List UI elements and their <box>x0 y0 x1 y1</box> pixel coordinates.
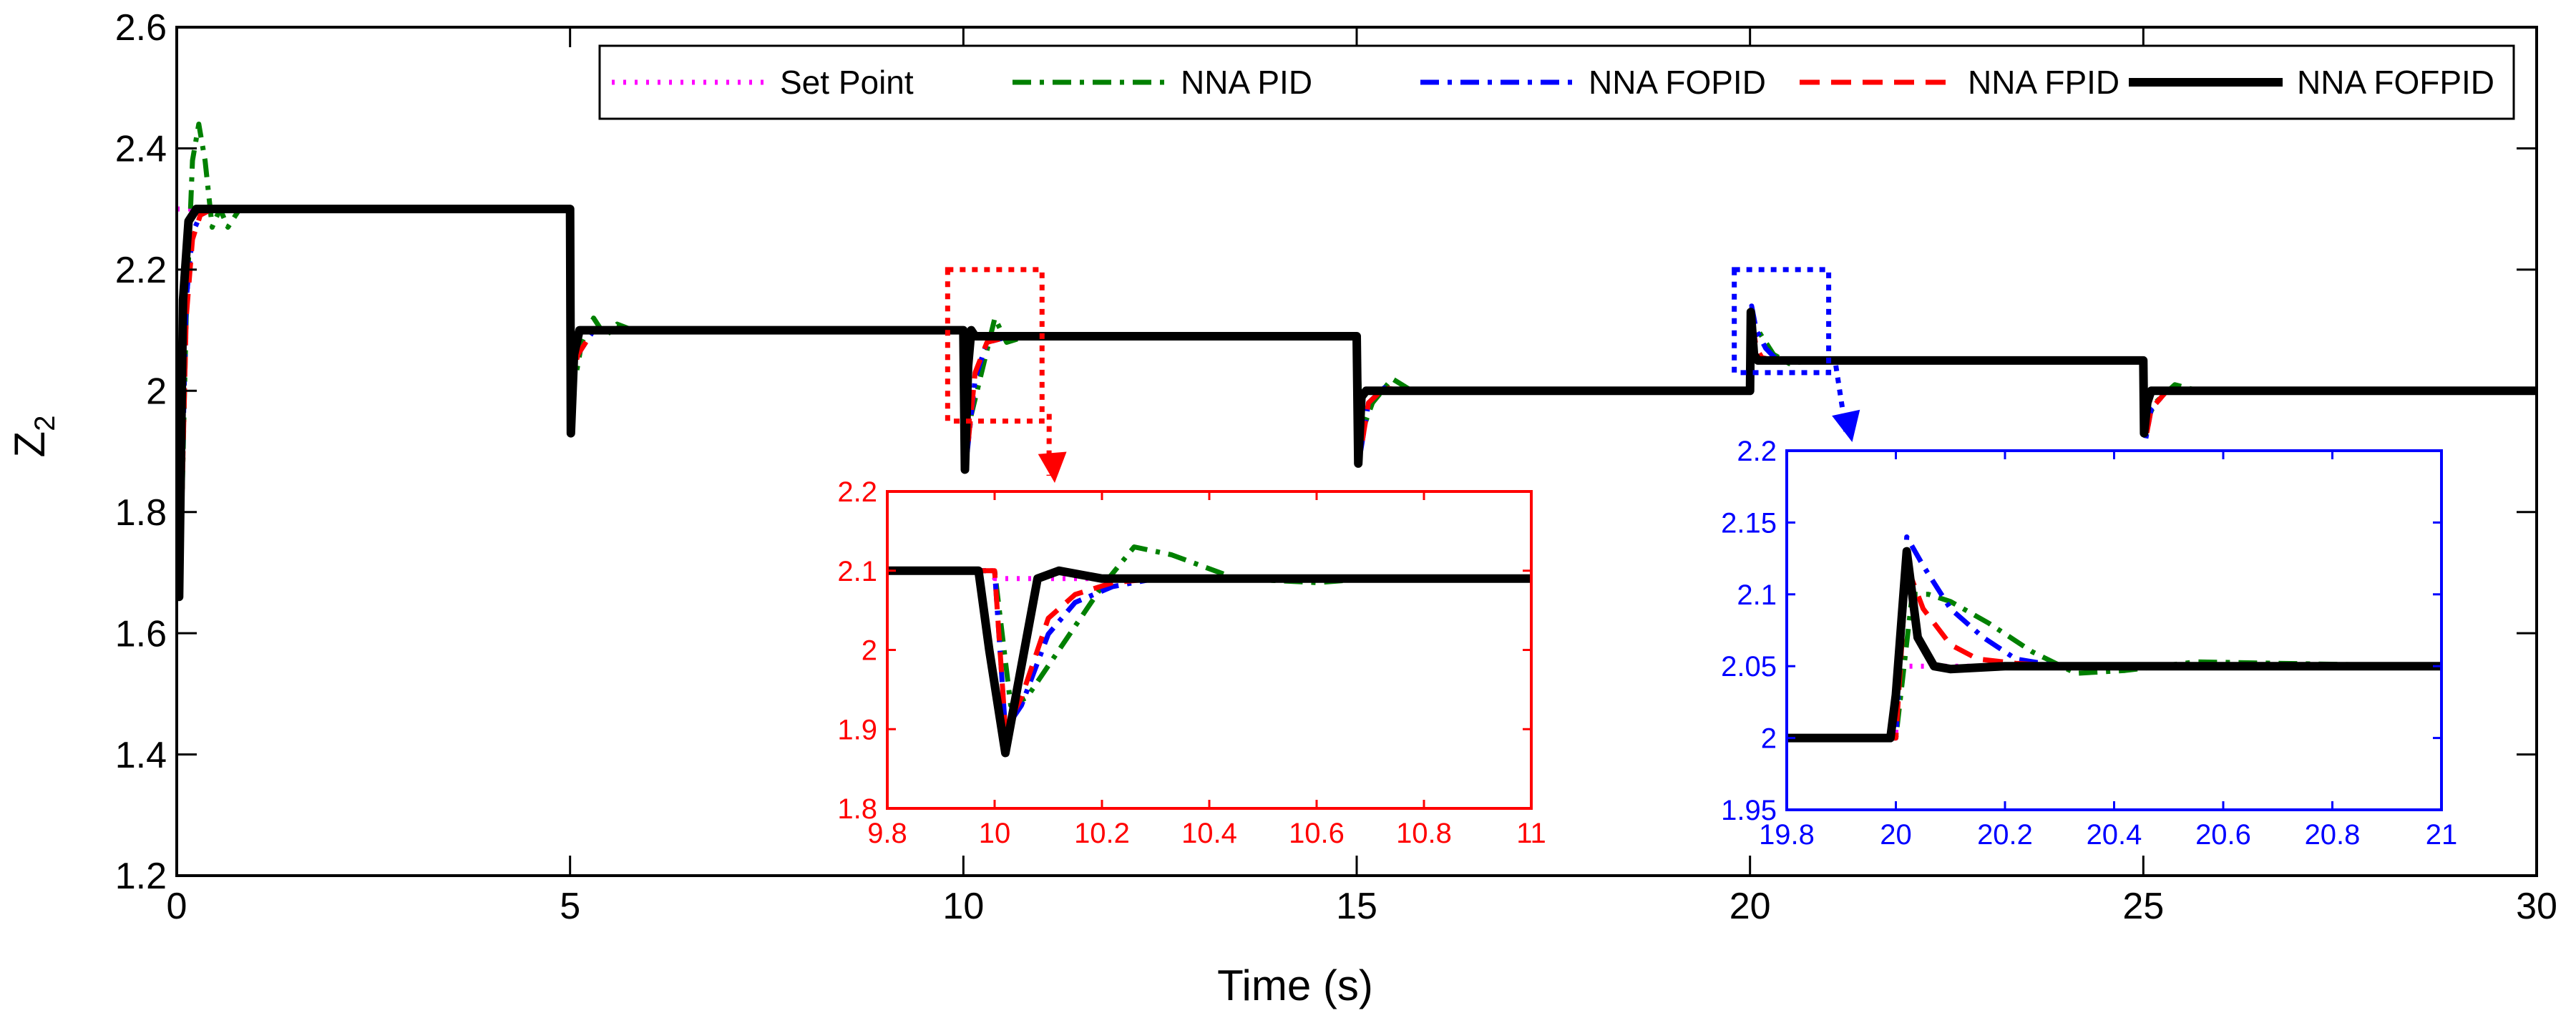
main-x-tick-label: 30 <box>2516 886 2557 927</box>
zoom-10s-y-tick-label: 2 <box>862 635 877 667</box>
main-y-tick-label: 1.6 <box>115 613 167 655</box>
zoom-10s-x-tick-label: 10.8 <box>1396 818 1452 849</box>
main-y-tick-label: 2.4 <box>115 129 167 170</box>
zoom-20s-y-tick-label: 2.05 <box>1721 651 1777 682</box>
zoom-10s-y-tick-label: 2.1 <box>837 556 877 587</box>
zoom-20s-y-tick-label: 2.2 <box>1737 436 1777 467</box>
zoom-20s-y-tick-label: 2.1 <box>1737 579 1777 611</box>
zoom-10s-x-tick-label: 9.8 <box>867 818 907 849</box>
zoom-20s-x-tick-label: 20 <box>1880 819 1912 851</box>
main-y-tick-label: 2.6 <box>115 7 167 49</box>
zoom-20s-source-box <box>1732 267 1832 376</box>
legend-label-nna-fpid: NNA FPID <box>1968 64 2119 101</box>
zoom-20s-y-tick-label: 2.15 <box>1721 507 1777 539</box>
zoom-10s-series-nna-fofpid <box>887 566 1531 758</box>
main-x-tick-label: 15 <box>1336 886 1377 927</box>
zoom-20s-x-tick-label: 21 <box>2426 819 2458 851</box>
y-axis-label: Z2 <box>6 416 61 458</box>
zoom-20s-arrowhead <box>1832 409 1860 442</box>
zoom-10s-y-tick-label: 1.8 <box>837 793 877 825</box>
x-axis-label: Time (s) <box>1217 961 1373 1009</box>
main-series-nna-fofpid <box>177 205 2537 602</box>
main-series-group <box>177 122 2537 602</box>
zoom-20s-x-tick-label: 20.2 <box>1977 819 2033 851</box>
zoom-10s-x-tick-label: 11 <box>1516 818 1546 849</box>
main-x-tick-label: 20 <box>1729 886 1771 927</box>
main-y-tick-label: 1.8 <box>115 492 167 534</box>
zoom-20s-x-tick-label: 20.4 <box>2087 819 2142 851</box>
zoom-20s-x-tick-label: 20.8 <box>2305 819 2361 851</box>
main-y-tick-label: 2.2 <box>115 250 167 291</box>
main-y-tick-label: 2 <box>146 371 167 412</box>
zoom-10s-background <box>887 491 1531 808</box>
zoom-20s-background <box>1787 451 2441 810</box>
legend: Set Point NNA PID NNA FOPID NNA FPID NNA FOF… <box>598 44 2515 120</box>
legend-label-nna-fopid: NNA FOPID <box>1589 64 1766 101</box>
y-axis-label-subscript: 2 <box>29 416 61 431</box>
zoom-20s-x-tick-label: 19.8 <box>1759 819 1815 851</box>
main-y-tick-label: 1.4 <box>115 735 167 776</box>
legend-label-nna-pid: NNA PID <box>1181 64 1312 101</box>
main-x-tick-label: 5 <box>560 886 580 927</box>
zoom-20s-x-tick-label: 20.6 <box>2195 819 2251 851</box>
zoom-20s-inset: 19.8 20 20.2 20.4 20.6 20.8 21 1.95 2 2.05 2.1 2.15… <box>1721 436 2457 851</box>
main-x-tick-label: 25 <box>2122 886 2164 927</box>
main-x-tick-label: 10 <box>942 886 984 927</box>
zoom-10s-x-tick-label: 10.6 <box>1289 818 1345 849</box>
main-x-tick-label: 0 <box>167 886 187 927</box>
zoom-10s-arrowhead <box>1038 451 1067 483</box>
main-y-tick-label: 1.2 <box>115 856 167 897</box>
zoom-10s-y-tick-label: 1.9 <box>837 714 877 745</box>
y-axis-label-main: Z <box>6 431 54 458</box>
zoom-10s-y-tick-label: 2.2 <box>837 476 877 508</box>
zoom-10s-x-tick-label: 10.4 <box>1181 818 1237 849</box>
legend-label-nna-fofpid: NNA FOFPID <box>2297 64 2494 101</box>
zoom-10s-x-tick-label: 10.2 <box>1074 818 1130 849</box>
inset-layer: 9.8 10 10.2 10.4 10.6 10.8 111.81.922.12.219.8… <box>837 267 2457 851</box>
zoom-20s-series-group <box>1787 534 2441 743</box>
zoom-20s-y-tick-label: 2 <box>1761 723 1777 755</box>
zoom-10s-x-tick-label: 10 <box>979 818 1011 849</box>
zoom-10s-inset: 9.8 10 10.2 10.4 10.6 10.8 11 1.8 1.9 2 2.1 2.2 <box>837 476 1546 849</box>
legend-label-set-point: Set Point <box>780 64 914 101</box>
y-axis-label-group: Z2 <box>6 416 61 458</box>
zoom-20s-y-tick-label: 1.95 <box>1721 795 1777 826</box>
zoom-20s-series-nna-fofpid <box>1787 547 2441 743</box>
zoom-10s-series-group <box>887 544 1531 758</box>
zoom-10s-source-box <box>945 267 1045 424</box>
